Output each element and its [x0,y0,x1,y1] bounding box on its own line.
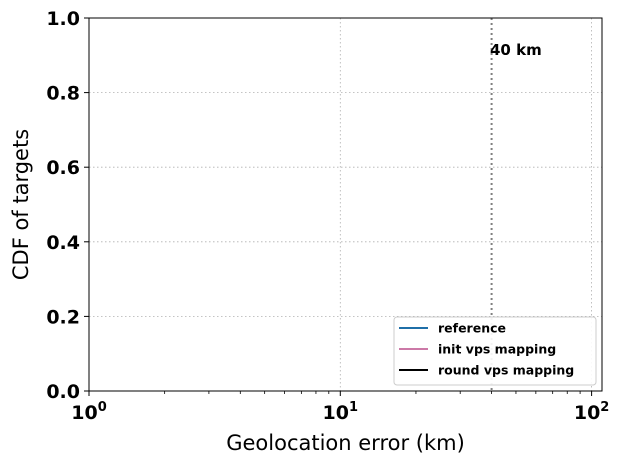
y-tick-label: 0.0 [46,381,80,403]
y-tick-label: 1.0 [46,8,80,30]
legend: reference init vps mapping round vps mappi… [393,316,597,386]
y-axis-ticks: 0.0 0.2 0.4 0.6 0.8 1.0 [46,8,89,403]
y-tick-label: 0.2 [46,306,80,328]
legend-label: init vps mapping [438,342,556,357]
x-axis-ticks: 100 101 102 [71,391,609,424]
y-tick-label: 0.4 [46,232,80,254]
x-tick-label: 101 [323,400,359,424]
reference-line-label: 40 km [490,41,542,59]
plot-frame [88,17,603,392]
y-axis-label: CDF of targets [9,129,33,280]
legend-box [393,316,597,386]
legend-label: round vps mapping [438,363,574,378]
x-axis-label: Geolocation error (km) [226,431,465,455]
x-tick-label: 102 [574,400,610,424]
y-tick-label: 0.8 [46,83,80,105]
y-tick-label: 0.6 [46,157,80,179]
legend-label: reference [438,321,506,336]
x-tick-label: 100 [71,400,107,424]
